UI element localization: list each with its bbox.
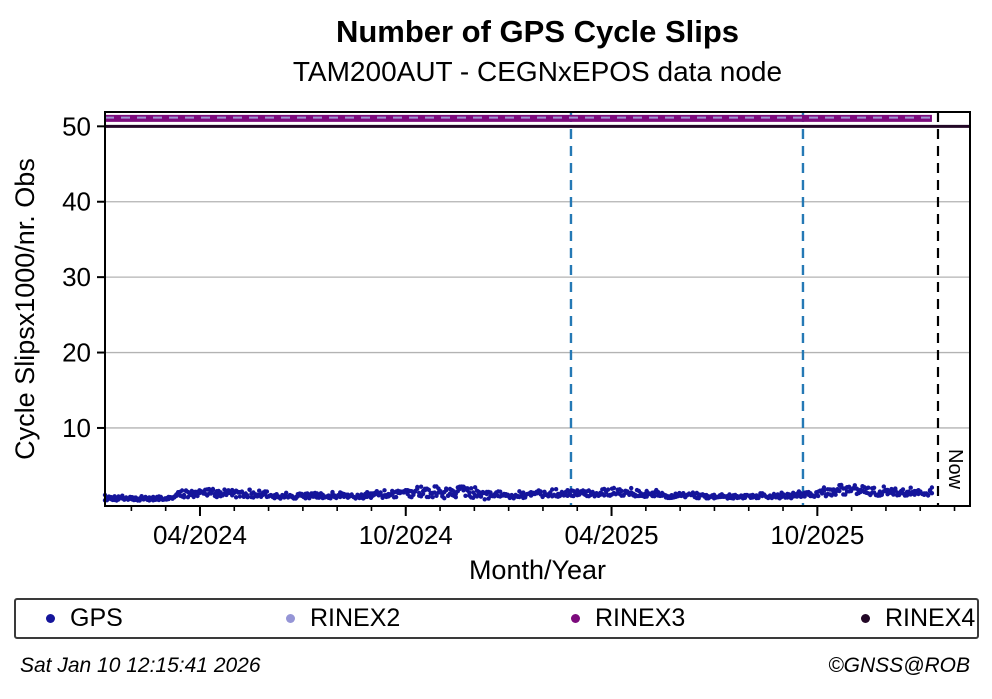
x-tick-label: 10/2025: [770, 520, 864, 550]
plot-frame: [104, 111, 971, 507]
rinex4-marker-icon: [861, 614, 870, 623]
x-tick-label: 04/2025: [565, 520, 659, 550]
gps-scatter-series: [102, 482, 935, 503]
legend-item-rinex3: RINEX3: [571, 600, 685, 637]
y-tick-label: 20: [62, 338, 91, 368]
y-tick-label: 40: [62, 187, 91, 217]
x-tick-label: 04/2024: [153, 520, 247, 550]
y-axis-title: Cycle Slipsx1000/nr. Obs: [10, 158, 40, 460]
rinex3-marker-icon: [571, 614, 580, 623]
gps-marker-icon: [46, 614, 55, 623]
y-tick-label: 10: [62, 413, 91, 443]
page-title: Number of GPS Cycle Slips: [335, 14, 740, 49]
rinex2-marker-icon: [286, 614, 295, 623]
copyright-credit: ©GNSS@ROB: [828, 654, 970, 677]
legend-item-rinex4: RINEX4: [861, 600, 975, 637]
legend-label-rinex2: RINEX2: [310, 604, 401, 632]
gps-cycle-slips-chart: 04/2024 10/2024 04/2025 10/2025 Month/Year 10…: [10, 111, 971, 585]
legend-item-gps: GPS: [46, 600, 123, 637]
legend-label-rinex4: RINEX4: [885, 604, 976, 632]
plot-timestamp: Sat Jan 10 12:15:41 2026: [20, 654, 261, 677]
now-label: Now: [944, 449, 966, 490]
x-axis-title: Month/Year: [469, 555, 606, 585]
chart-subtitle: TAM200AUT - CEGNxEPOS data node: [292, 56, 783, 87]
legend: GPS RINEX2 RINEX3 RINEX4: [14, 598, 979, 639]
legend-item-rinex2: RINEX2: [286, 600, 400, 637]
legend-label-gps: GPS: [70, 604, 123, 632]
legend-label-rinex3: RINEX3: [595, 604, 686, 632]
x-tick-label: 10/2024: [359, 520, 453, 550]
y-tick-label: 50: [62, 111, 91, 141]
y-tick-label: 30: [62, 262, 91, 292]
